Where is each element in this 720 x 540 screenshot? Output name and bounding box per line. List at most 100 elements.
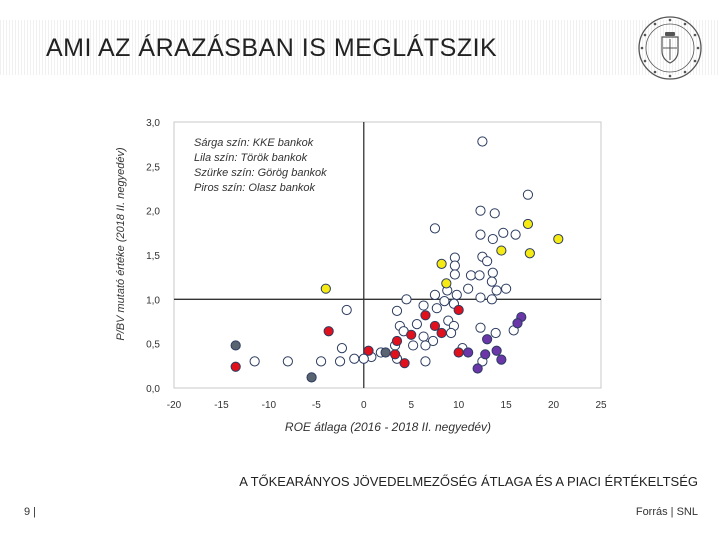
data-point-white <box>463 283 474 294</box>
data-point-white <box>336 343 348 354</box>
data-point-white <box>401 294 412 305</box>
data-point-white <box>498 227 509 238</box>
data-point-purple <box>463 347 474 358</box>
data-point-white <box>501 283 512 294</box>
y-tick-label: 0,5 <box>146 340 160 351</box>
x-tick-label: 10 <box>453 400 465 411</box>
data-point-yellow <box>436 258 447 269</box>
data-point-white <box>522 189 534 200</box>
data-point-gray <box>380 347 391 358</box>
axis-ticks: -20 -15 -10 -5 0 5 10 15 20 25 0,0 0,5 1,0 1,5 2,0 2,5 3… <box>146 118 607 411</box>
data-point-white <box>449 260 460 271</box>
legend-entry-olasz: Piros szín: Olasz bankok <box>194 182 316 194</box>
legend-entry-torok: Lila szín: Török bankok <box>194 152 308 164</box>
legend-entry-kke: Sárga szín: KKE bankok <box>194 137 314 149</box>
data-point-white <box>487 267 498 278</box>
data-point-white <box>490 327 501 339</box>
data-point-white <box>475 205 486 216</box>
reference-lines <box>174 122 601 388</box>
y-tick-label: 1,5 <box>146 251 160 262</box>
data-point-gray <box>306 372 317 383</box>
data-point-red <box>453 304 464 316</box>
data-point-yellow <box>553 233 564 245</box>
data-point-yellow <box>522 218 534 230</box>
data-point-red <box>399 358 410 369</box>
x-tick-label: -20 <box>167 400 182 411</box>
x-tick-label: 25 <box>595 400 607 411</box>
data-point-white <box>349 353 360 364</box>
header-band <box>0 20 720 75</box>
y-tick-label: 0,0 <box>146 384 160 395</box>
data-point-red <box>230 361 241 372</box>
data-point-red <box>436 327 447 339</box>
data-point-red <box>389 349 401 360</box>
data-point-white <box>431 303 442 314</box>
data-point-white <box>429 289 441 300</box>
data-point-gray <box>230 340 241 351</box>
data-point-white <box>465 270 477 281</box>
x-tick-label: 0 <box>361 400 367 411</box>
x-tick-label: 5 <box>408 400 414 411</box>
data-point-yellow <box>496 245 507 256</box>
data-point-white <box>475 229 486 240</box>
x-axis-label: ROE átlaga (2016 - 2018 II. negyedév) <box>285 420 491 434</box>
data-point-white <box>418 331 429 342</box>
mnb-seal-logo <box>638 16 702 80</box>
data-point-red <box>363 345 374 356</box>
data-point-yellow <box>524 248 535 259</box>
data-point-yellow <box>441 278 452 289</box>
source-note: Forrás | SNL <box>635 506 698 518</box>
x-tick-label: -5 <box>312 400 321 411</box>
page-number: 9 | <box>24 506 37 518</box>
data-point-red <box>406 329 417 340</box>
data-point-yellow <box>320 283 331 294</box>
data-point-white <box>449 269 460 280</box>
y-axis-label: P/BV mutató értéke (2018 II. negyedév) <box>115 147 127 341</box>
data-point-white <box>486 276 497 287</box>
data-point-purple <box>480 349 491 360</box>
chart-caption: A TŐKEARÁNYOS JÖVEDELMEZŐSÉG ÁTLAGA ÉS A… <box>239 474 698 489</box>
data-point-white <box>282 356 293 367</box>
legend-entry-gorog: Szürke szín: Görög bankok <box>194 167 327 179</box>
x-tick-label: 20 <box>548 400 560 411</box>
legend: Sárga szín: KKE bankok Lila szín: Török … <box>194 137 327 194</box>
page-title: AMI AZ ÁRAZÁSBAN IS MEGLÁTSZIK <box>46 34 498 62</box>
x-tick-label: -10 <box>262 400 277 411</box>
y-tick-label: 1,0 <box>146 295 160 306</box>
data-point-white <box>408 340 419 351</box>
data-point-white <box>482 256 493 267</box>
data-point-white <box>249 356 260 367</box>
data-point-purple <box>512 318 523 329</box>
data-point-white <box>475 292 486 303</box>
data-point-white <box>420 340 431 351</box>
data-point-white <box>341 304 352 316</box>
data-point-red <box>420 310 431 321</box>
data-point-red <box>429 320 441 332</box>
data-point-white <box>510 229 521 240</box>
data-point-purple <box>496 354 507 365</box>
data-point-purple <box>491 345 502 356</box>
data-point-purple <box>482 334 493 345</box>
y-tick-label: 3,0 <box>146 118 160 129</box>
data-point-white <box>491 285 502 296</box>
data-point-white <box>429 223 441 234</box>
data-point-white <box>315 356 327 367</box>
data-point-red <box>391 335 403 347</box>
data-point-white <box>411 319 423 330</box>
x-tick-label: -15 <box>214 400 229 411</box>
data-point-white <box>486 294 497 305</box>
data-point-purple <box>472 363 483 374</box>
data-point-white <box>427 335 439 347</box>
data-points <box>230 136 564 383</box>
data-point-white <box>420 356 431 367</box>
data-point-white <box>474 270 485 281</box>
data-point-white <box>445 327 457 339</box>
x-tick-label: 15 <box>501 400 513 411</box>
data-point-white <box>418 300 429 311</box>
data-point-white <box>451 289 462 300</box>
data-point-white <box>489 208 500 219</box>
y-tick-label: 2,0 <box>146 207 160 218</box>
y-tick-label: 2,5 <box>146 162 160 173</box>
data-point-white <box>391 305 403 316</box>
